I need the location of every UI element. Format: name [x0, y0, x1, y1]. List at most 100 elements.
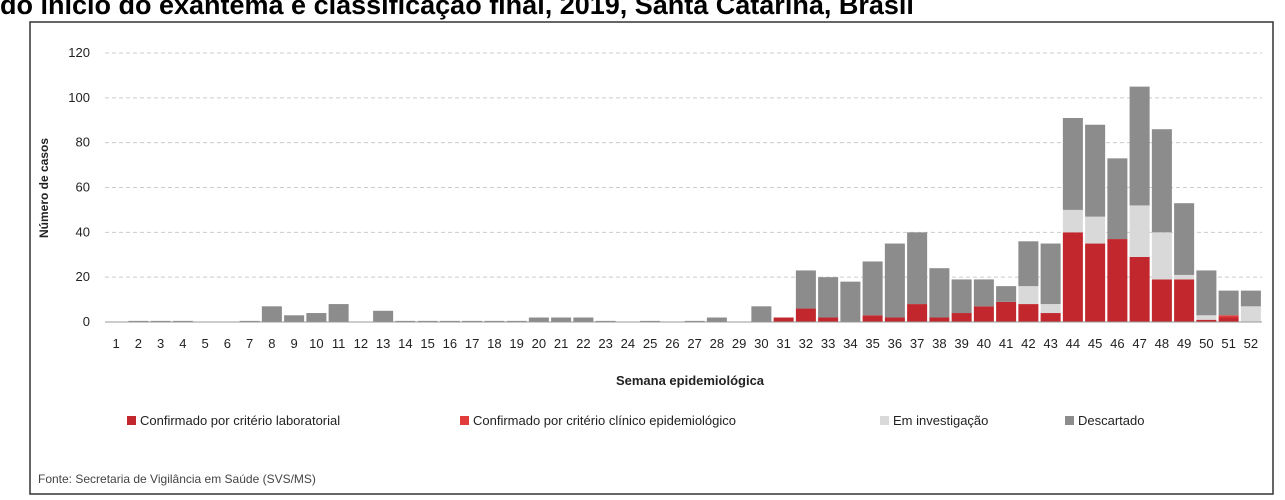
bar-segment [818, 277, 839, 318]
bar-segment [706, 317, 727, 322]
bar-segment [1040, 243, 1061, 305]
x-tick-label: 38 [932, 336, 946, 351]
x-tick-label: 9 [291, 336, 298, 351]
x-tick-label: 25 [643, 336, 657, 351]
x-tick-label: 31 [776, 336, 790, 351]
legend-swatch [127, 416, 136, 425]
x-tick-label: 37 [910, 336, 924, 351]
bar-segment [1018, 304, 1039, 322]
x-tick-label: 22 [576, 336, 590, 351]
bar-segment [1129, 256, 1150, 322]
x-tick-label: 44 [1066, 336, 1080, 351]
y-tick-label: 0 [83, 314, 90, 329]
bar-segment [373, 310, 394, 322]
x-tick-label: 24 [621, 336, 635, 351]
bar-segment [929, 268, 950, 318]
x-tick-label: 51 [1221, 336, 1235, 351]
x-tick-label: 32 [799, 336, 813, 351]
bar-segment [1062, 118, 1083, 210]
legend-label: Em investigação [893, 413, 988, 428]
x-tick-label: 36 [888, 336, 902, 351]
bar-segment [1240, 306, 1261, 322]
x-axis-label: Semana epidemiológica [616, 373, 765, 388]
x-tick-label: 28 [710, 336, 724, 351]
x-tick-label: 43 [1043, 336, 1057, 351]
bar-segment [795, 308, 816, 322]
bar-segment [1129, 86, 1150, 206]
y-tick-label: 20 [76, 269, 90, 284]
y-tick-label: 120 [68, 45, 90, 60]
x-tick-label: 40 [977, 336, 991, 351]
bar-segment [862, 261, 883, 316]
x-tick-label: 3 [157, 336, 164, 351]
x-tick-label: 21 [554, 336, 568, 351]
bar-segment [128, 320, 149, 322]
bar-segment [284, 315, 305, 322]
bar-segment [528, 317, 549, 322]
bar-segment [840, 281, 861, 322]
bar-segment [640, 320, 661, 322]
bar-segment [1062, 209, 1083, 233]
x-tick-label: 48 [1155, 336, 1169, 351]
x-tick-label: 47 [1132, 336, 1146, 351]
x-tick-label: 26 [665, 336, 679, 351]
x-tick-label: 2 [135, 336, 142, 351]
x-tick-label: 6 [224, 336, 231, 351]
bar-segment [172, 320, 193, 322]
x-tick-label: 45 [1088, 336, 1102, 351]
bar-segment [818, 317, 839, 322]
bar-segment [1196, 270, 1217, 316]
bar-segment [1151, 232, 1172, 280]
bar-segment [951, 279, 972, 314]
bar-segment [862, 315, 883, 322]
bar-segment [929, 317, 950, 322]
x-tick-label: 7 [246, 336, 253, 351]
x-tick-label: 15 [420, 336, 434, 351]
x-tick-label: 18 [487, 336, 501, 351]
bar-segment [150, 320, 171, 322]
x-tick-label: 49 [1177, 336, 1191, 351]
legend-label: Confirmado por critério clínico epidemio… [473, 413, 736, 428]
x-tick-label: 29 [732, 336, 746, 351]
bar-segment [573, 317, 594, 322]
x-tick-label: 41 [999, 336, 1013, 351]
legend-swatch [1065, 416, 1074, 425]
x-tick-label: 17 [465, 336, 479, 351]
bar-segment [1174, 279, 1195, 322]
x-tick-label: 52 [1244, 336, 1258, 351]
x-tick-label: 4 [179, 336, 186, 351]
bar-segment [1040, 304, 1061, 314]
bar-segment [595, 320, 616, 322]
bar-segment [1218, 317, 1239, 322]
x-tick-label: 11 [332, 336, 346, 351]
x-tick-label: 39 [954, 336, 968, 351]
bar-segment [996, 301, 1017, 322]
bar-segment [1240, 290, 1261, 307]
x-tick-label: 35 [865, 336, 879, 351]
x-tick-label: 50 [1199, 336, 1213, 351]
y-tick-label: 100 [68, 90, 90, 105]
bar-segment [973, 279, 994, 307]
x-tick-label: 23 [598, 336, 612, 351]
bar-segment [751, 306, 772, 322]
x-tick-label: 19 [509, 336, 523, 351]
bar-segment [1018, 241, 1039, 287]
source-note: Fonte: Secretaria de Vigilância em Saúde… [38, 472, 316, 486]
y-tick-label: 60 [76, 180, 90, 195]
bar-segment [907, 304, 928, 322]
y-axis-label: Número de casos [37, 138, 51, 238]
bar-segment [973, 306, 994, 322]
legend-swatch [460, 416, 469, 425]
bar-segment [395, 320, 416, 322]
bar-segment [1129, 205, 1150, 257]
legend-label: Confirmado por critério laboratorial [140, 413, 340, 428]
x-tick-label: 8 [268, 336, 275, 351]
x-tick-label: 5 [202, 336, 209, 351]
bar-segment [1107, 158, 1128, 240]
x-tick-label: 12 [354, 336, 368, 351]
x-tick-label: 42 [1021, 336, 1035, 351]
bar-segment [439, 320, 460, 322]
bar-segment [239, 320, 260, 322]
bar-segment [884, 317, 905, 322]
